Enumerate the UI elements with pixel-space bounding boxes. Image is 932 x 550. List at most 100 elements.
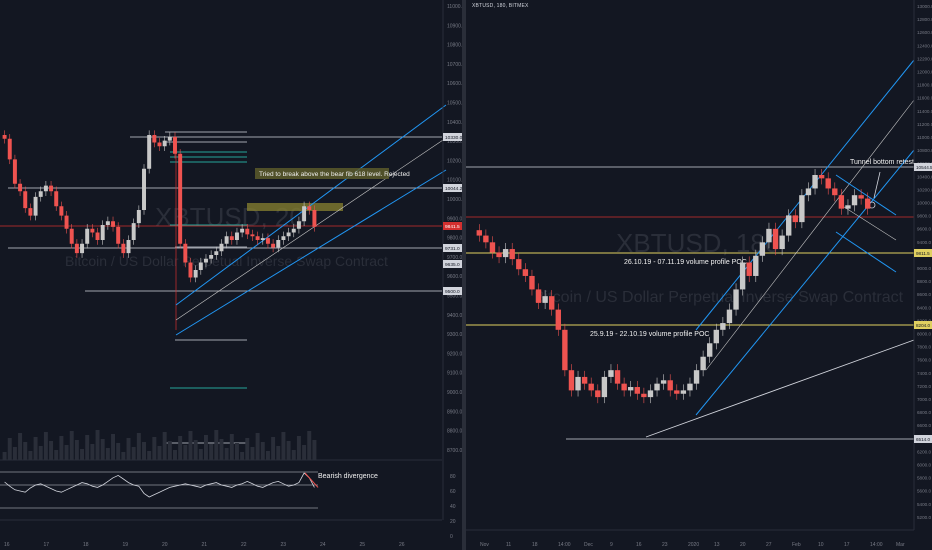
right-candle — [825, 178, 831, 189]
right-candle — [786, 215, 792, 236]
left-volume-bar — [85, 435, 90, 460]
left-candle — [38, 191, 43, 197]
left-price-axis-label: 10200.0 — [447, 158, 462, 164]
left-time-axis-label: 16 — [4, 542, 10, 548]
left-candle — [209, 255, 214, 259]
left-price-badge: 9635.0 — [445, 262, 460, 268]
left-price-axis-label: 9700.0 — [447, 255, 462, 261]
left-volume-bar — [234, 443, 239, 460]
right-price-axis-label: 12800.0 — [917, 17, 932, 22]
right-candle — [608, 370, 614, 377]
right-price-axis-label: 11400.0 — [917, 109, 932, 114]
left-candle — [126, 240, 131, 254]
left-price-axis-label: 10100.0 — [447, 178, 462, 184]
left-candle — [312, 210, 317, 227]
left-candle — [157, 142, 162, 147]
left-price-axis-label: 9200.0 — [447, 351, 462, 357]
left-volume-bar — [111, 434, 116, 460]
right-candle — [601, 376, 608, 398]
rsi-axis-label: 20 — [450, 519, 456, 525]
left-candle — [307, 206, 312, 210]
left-candle — [245, 228, 250, 235]
right-time-axis-label: Mar — [896, 542, 905, 548]
left-candle — [234, 232, 239, 240]
left-candle — [54, 191, 59, 207]
right-time-axis-label: Feb — [792, 542, 801, 548]
right-time-axis-label: 14:00 — [870, 542, 883, 548]
right-price-axis-label: 9800.0 — [917, 214, 931, 219]
right-candle — [865, 198, 871, 209]
right-tunnel-mid — [840, 204, 897, 241]
left-candle — [90, 228, 95, 233]
left-time-axis-label: 21 — [202, 542, 208, 548]
left-time-axis-label: 22 — [241, 542, 247, 548]
rsi-axis-label: 80 — [450, 474, 456, 480]
right-price-badge-bg — [914, 321, 932, 329]
left-candle — [49, 185, 54, 192]
right-time-axis-label: 2020 — [688, 542, 699, 548]
left-volume-bar — [131, 447, 136, 460]
left-volume-bar — [178, 436, 183, 460]
right-price-axis-label: 5200.0 — [917, 515, 931, 520]
right-price-badge-bg — [914, 249, 932, 257]
left-volume-bar — [250, 447, 255, 460]
right-candle — [733, 289, 739, 310]
right-time-axis-label: 23 — [662, 542, 668, 548]
right-time-axis-label: 10 — [818, 542, 824, 548]
left-price-axis-label: 10700.0 — [447, 62, 462, 68]
left-price-axis-label: 9100.0 — [447, 371, 462, 377]
right-price-axis-label: 9600.0 — [917, 227, 931, 232]
left-chart-panel[interactable]: XBTUSD, 20 Bitcoin / US Dollar Perpetual … — [0, 0, 462, 550]
left-price-axis-label: 8800.0 — [447, 429, 462, 435]
left-volume-bar — [100, 439, 105, 460]
right-price-axis-label: 7200.0 — [917, 384, 931, 389]
right-candle — [502, 249, 509, 258]
right-price-axis-label: 11200.0 — [917, 122, 932, 127]
left-volume-bar — [167, 441, 172, 460]
left-volume-bar — [59, 436, 64, 460]
right-price-axis-label: 7600.0 — [917, 358, 931, 363]
right-chart-panel[interactable]: XBTUSD, 180 Bitcoin / US Dollar Perpetual… — [466, 0, 932, 550]
left-candle — [116, 226, 121, 244]
right-candle — [799, 195, 805, 223]
left-price-badge: 10044.2 — [445, 186, 462, 192]
rsi-axis-label: 40 — [450, 504, 456, 510]
right-price-axis-label: 9000.0 — [917, 266, 931, 271]
left-time-axis-label: 20 — [162, 542, 168, 548]
left-candle — [74, 243, 79, 254]
right-price-axis-label: 11600.0 — [917, 96, 932, 101]
right-candle — [739, 262, 746, 290]
panel-divider[interactable] — [462, 0, 466, 550]
right-watermark-subtitle: Bitcoin / US Dollar Perpetual Inverse Sw… — [534, 289, 904, 306]
left-volume-bar — [136, 433, 141, 460]
left-rejected-annotation: Tried to break above the bear fib 618 le… — [259, 171, 410, 178]
right-candle — [522, 269, 529, 276]
left-volume-bar — [281, 432, 286, 460]
right-channel-top — [695, 59, 915, 331]
left-candle — [95, 232, 100, 240]
right-price-axis-label: 12400.0 — [917, 43, 932, 48]
left-candle — [33, 196, 38, 216]
right-channel-bottom — [695, 149, 915, 416]
right-chart-svg[interactable]: XBTUSD, 180 Bitcoin / US Dollar Perpetual… — [466, 0, 932, 550]
right-candle — [766, 228, 772, 243]
right-candle — [549, 296, 555, 310]
right-candle — [516, 259, 522, 270]
left-rejected-box — [255, 168, 389, 179]
right-candle — [575, 376, 581, 391]
right-price-axis-label: 12600.0 — [917, 30, 932, 35]
left-candle — [250, 234, 255, 237]
rsi-divergence-line — [304, 472, 319, 488]
left-candle — [188, 262, 193, 278]
left-volume-bar — [18, 433, 23, 460]
left-candle — [23, 191, 28, 209]
left-candle — [12, 159, 17, 184]
left-volume-bar — [90, 444, 95, 460]
right-price-axis-label: 12200.0 — [917, 56, 932, 61]
left-price-axis-label: 8700.0 — [447, 448, 462, 454]
left-price-axis-label: 11000.0 — [447, 4, 462, 10]
right-price-axis-label: 10000.0 — [917, 201, 932, 206]
right-time-axis-label: 9 — [610, 542, 613, 548]
left-volume-bar — [12, 447, 17, 460]
